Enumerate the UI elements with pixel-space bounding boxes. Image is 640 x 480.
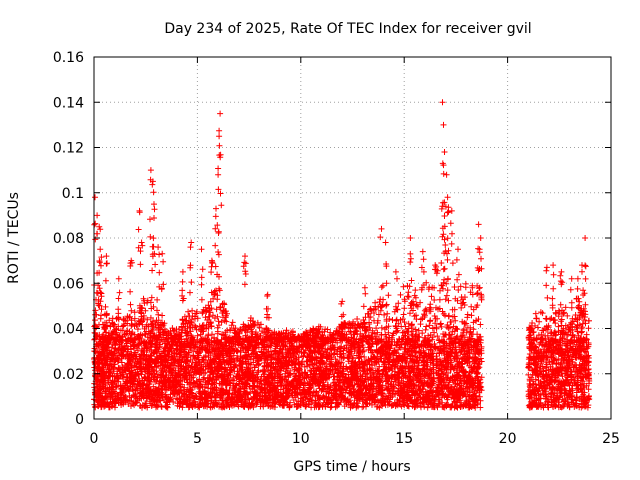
axis-ticks: 0 5 10 15 20 25 0 0.02 0.04 0.06 0.08 0.1 0.12 0.14 0.… xyxy=(53,50,620,447)
roti-points xyxy=(91,99,593,411)
x-tick-label: 20 xyxy=(499,431,517,447)
x-axis-label: GPS time / hours xyxy=(293,459,410,475)
chart-title: Day 234 of 2025, Rate Of TEC Index for r… xyxy=(164,21,531,37)
x-tick-label: 0 xyxy=(90,431,99,447)
gridlines xyxy=(94,57,611,419)
x-tick-label: 25 xyxy=(602,431,620,447)
y-tick-label: 0.08 xyxy=(53,231,84,247)
roti-series xyxy=(91,99,593,411)
y-axis-label: ROTI / TECUs xyxy=(6,192,22,284)
y-tick-label: 0.12 xyxy=(53,141,84,157)
x-tick-label: 5 xyxy=(193,431,202,447)
x-tick-label: 15 xyxy=(395,431,413,447)
x-tick-label: 10 xyxy=(292,431,310,447)
y-tick-label: 0.04 xyxy=(53,322,84,338)
y-tick-label: 0.06 xyxy=(53,276,84,292)
y-tick-label: 0.1 xyxy=(62,186,84,202)
y-tick-label: 0.16 xyxy=(53,50,84,66)
y-tick-label: 0 xyxy=(75,412,84,428)
y-tick-label: 0.14 xyxy=(53,95,84,111)
y-tick-label: 0.02 xyxy=(53,367,84,383)
